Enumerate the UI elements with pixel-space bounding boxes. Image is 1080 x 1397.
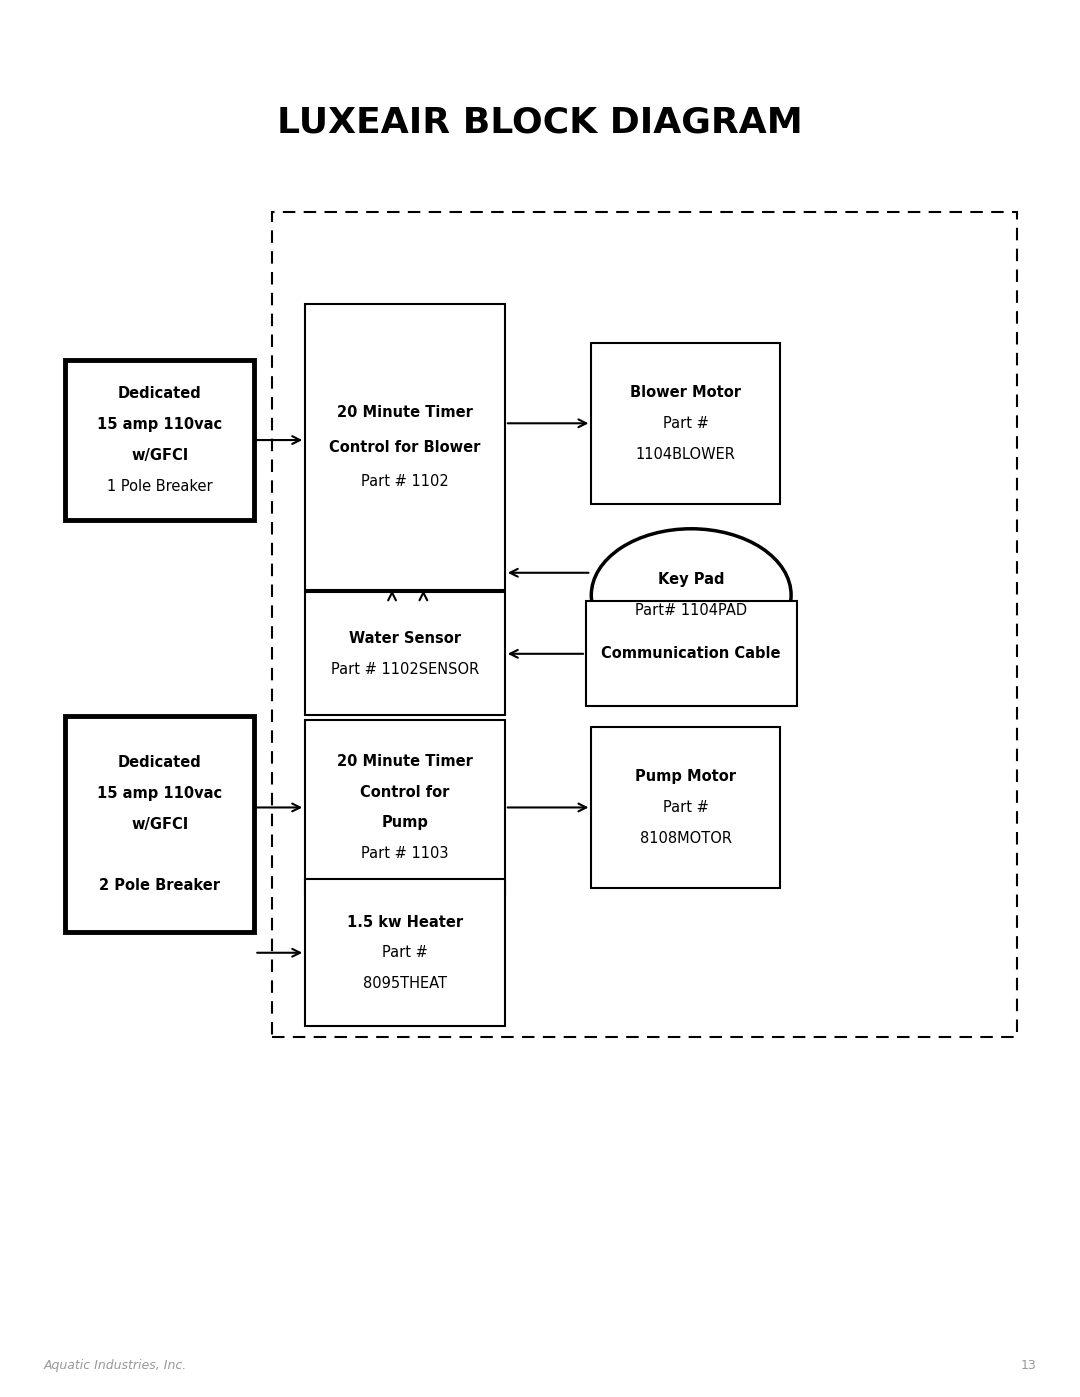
Text: LUXEAIR BLOCK DIAGRAM: LUXEAIR BLOCK DIAGRAM xyxy=(278,106,802,140)
Text: Key Pad: Key Pad xyxy=(658,573,725,587)
Bar xyxy=(306,721,505,895)
Text: 15 amp 110vac: 15 amp 110vac xyxy=(97,787,222,800)
Text: 1104BLOWER: 1104BLOWER xyxy=(636,447,735,461)
Bar xyxy=(272,212,1017,1037)
Text: Blower Motor: Blower Motor xyxy=(631,386,741,400)
Text: Part # 1103: Part # 1103 xyxy=(361,847,449,861)
Bar xyxy=(586,602,797,707)
Text: 1 Pole Breaker: 1 Pole Breaker xyxy=(107,479,213,493)
Ellipse shape xyxy=(592,529,791,662)
Text: Communication Cable: Communication Cable xyxy=(602,647,781,661)
Text: 8095THEAT: 8095THEAT xyxy=(363,977,447,990)
Text: Part # 1102: Part # 1102 xyxy=(361,475,449,489)
Bar xyxy=(592,344,781,504)
Text: w/GFCI: w/GFCI xyxy=(131,448,189,462)
Text: Part #: Part # xyxy=(663,800,708,814)
Text: Part# 1104PAD: Part# 1104PAD xyxy=(635,604,747,617)
Text: 20 Minute Timer: 20 Minute Timer xyxy=(337,405,473,419)
Text: Part #: Part # xyxy=(663,416,708,430)
Text: Dedicated: Dedicated xyxy=(118,756,202,770)
Text: Pump Motor: Pump Motor xyxy=(635,770,737,784)
Text: Control for: Control for xyxy=(361,785,449,799)
Text: Pump: Pump xyxy=(381,816,429,830)
Text: Control for Blower: Control for Blower xyxy=(329,440,481,454)
Text: Part # 1102SENSOR: Part # 1102SENSOR xyxy=(330,662,480,676)
Bar xyxy=(592,728,781,888)
Bar xyxy=(66,359,255,520)
Bar xyxy=(306,880,505,1025)
Text: 2 Pole Breaker: 2 Pole Breaker xyxy=(99,879,220,893)
Text: 8108MOTOR: 8108MOTOR xyxy=(639,831,732,845)
Text: 13: 13 xyxy=(1021,1359,1037,1372)
Bar xyxy=(306,305,505,590)
Text: w/GFCI: w/GFCI xyxy=(131,817,189,831)
Bar xyxy=(66,717,255,933)
Text: 20 Minute Timer: 20 Minute Timer xyxy=(337,754,473,768)
Bar xyxy=(306,592,505,715)
Text: Dedicated: Dedicated xyxy=(118,387,202,401)
Text: Water Sensor: Water Sensor xyxy=(349,631,461,645)
Text: Aquatic Industries, Inc.: Aquatic Industries, Inc. xyxy=(43,1359,187,1372)
Text: Part #: Part # xyxy=(382,946,428,960)
Text: 15 amp 110vac: 15 amp 110vac xyxy=(97,418,222,432)
Text: 1.5 kw Heater: 1.5 kw Heater xyxy=(347,915,463,929)
